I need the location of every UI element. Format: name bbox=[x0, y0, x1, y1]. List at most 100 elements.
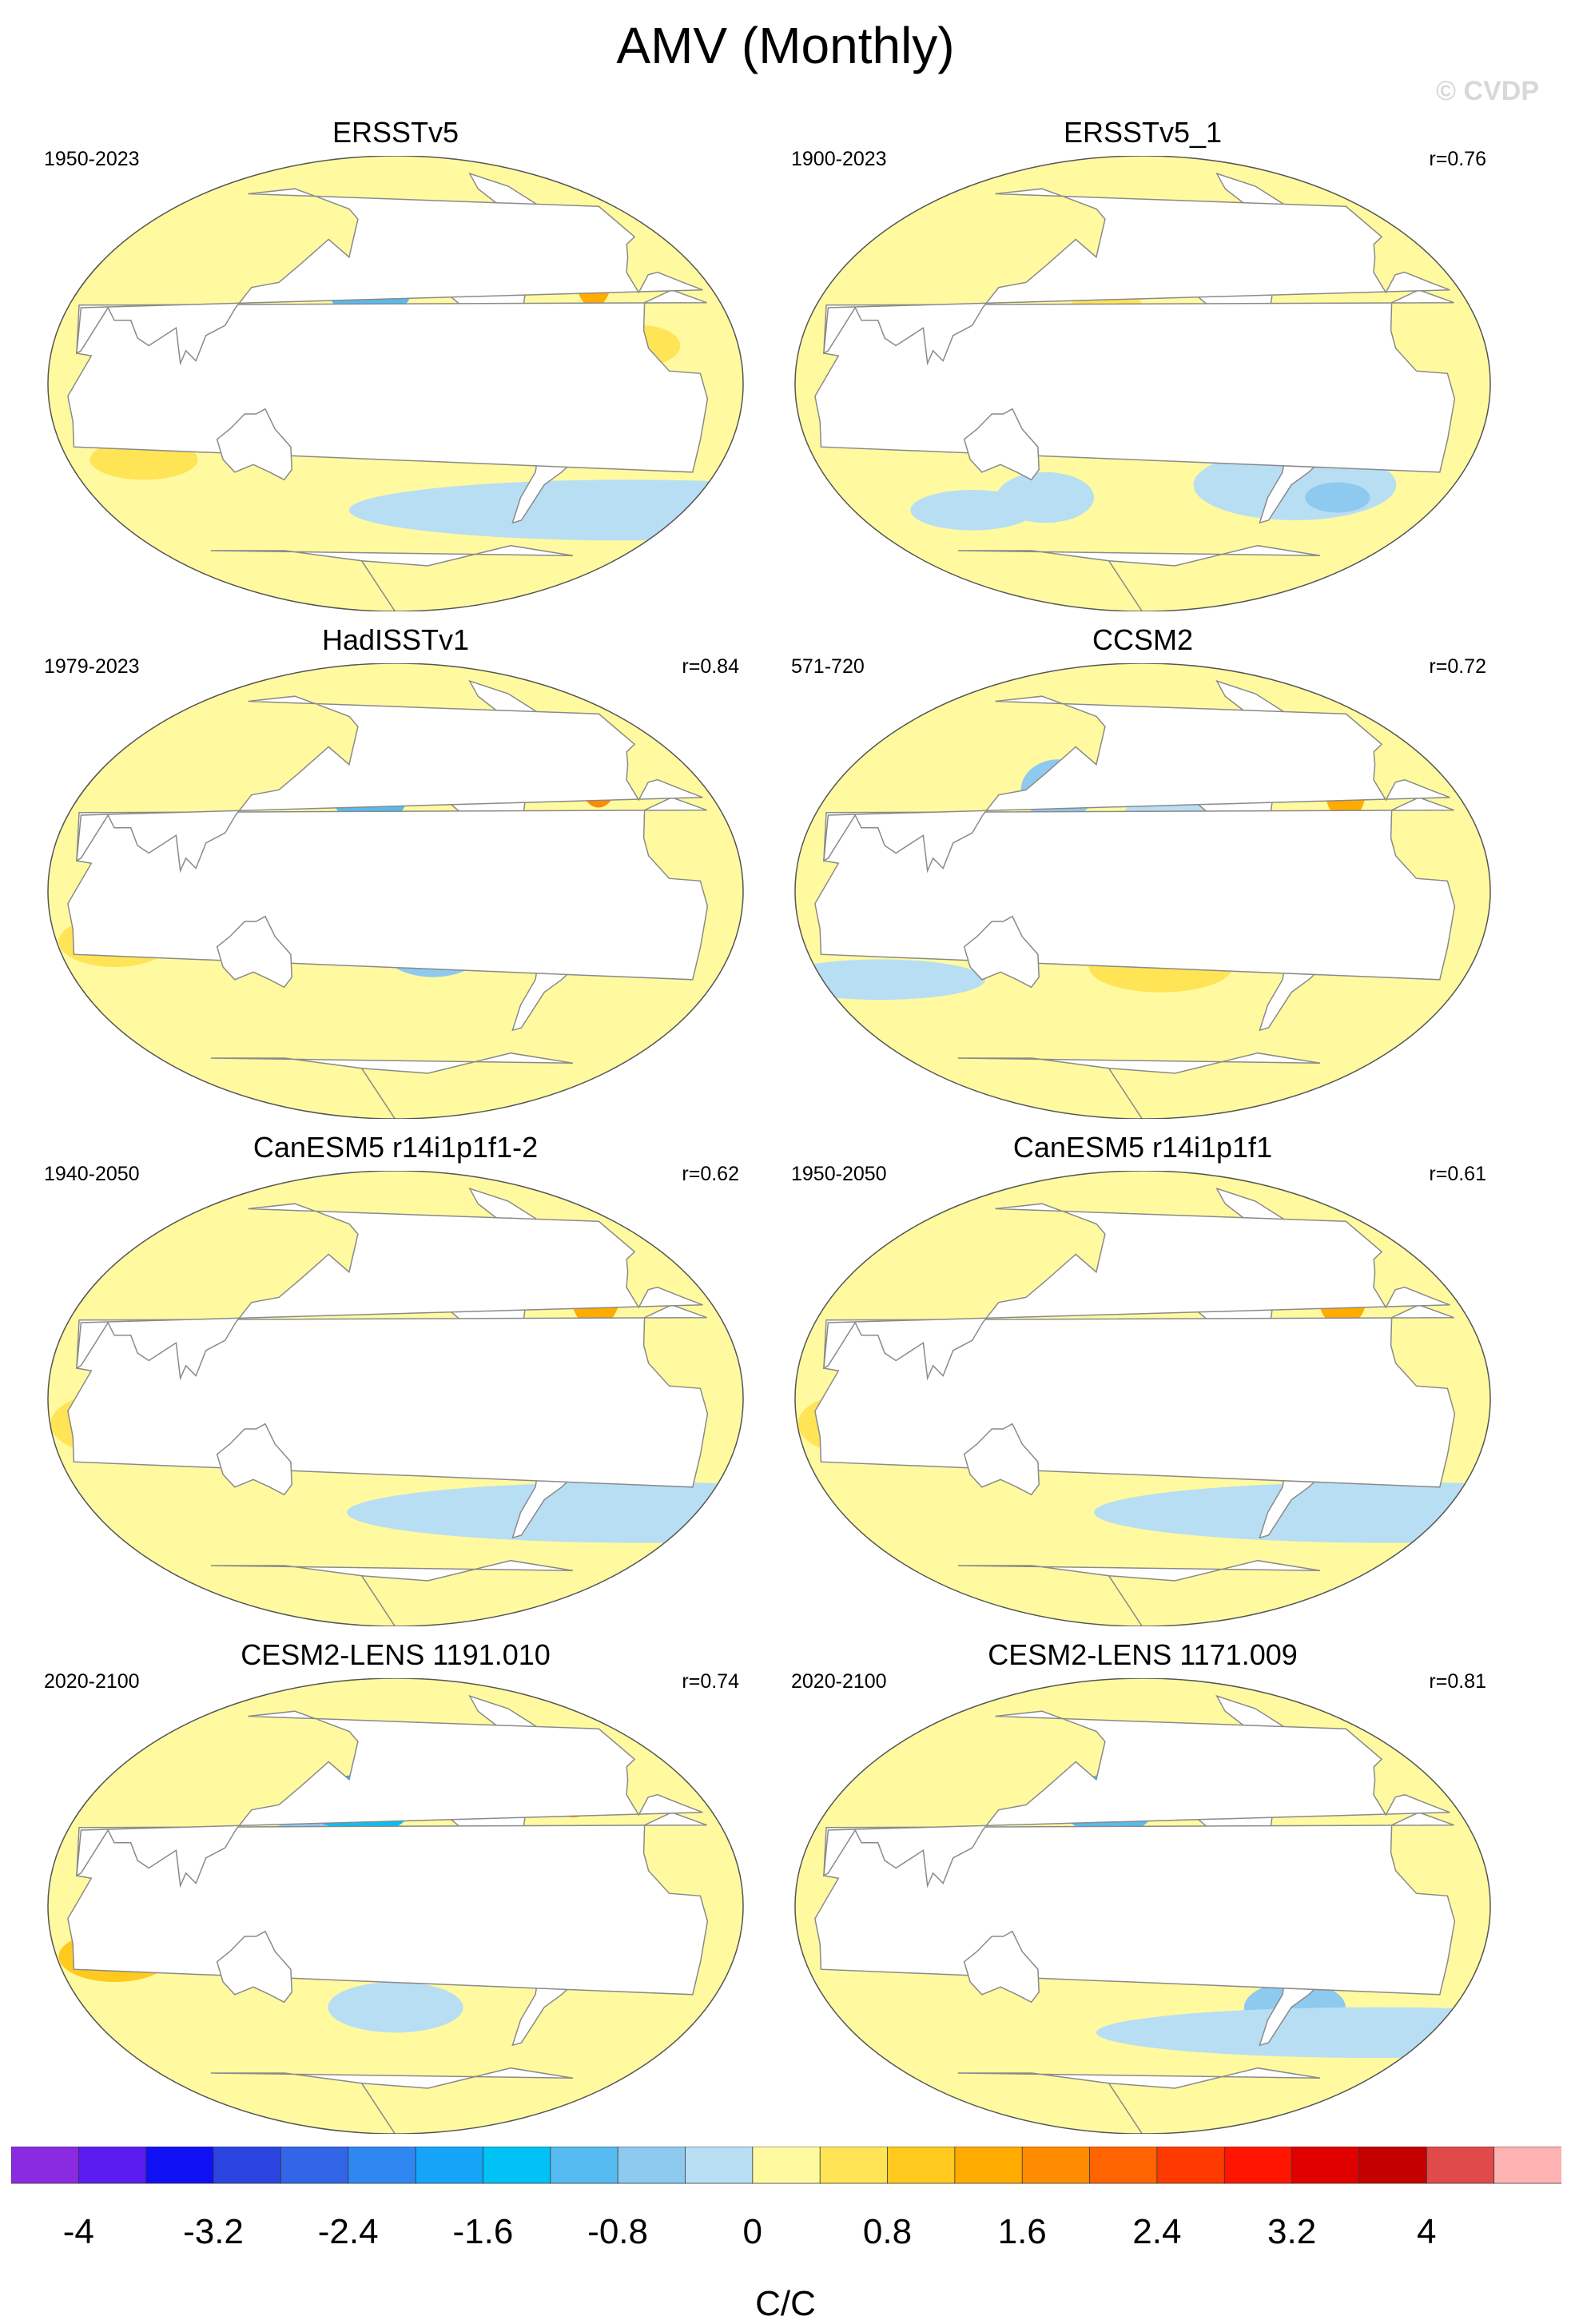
colorbar-segment-20 bbox=[1358, 2147, 1428, 2184]
map-panel-3: HadISSTv1 1979-2023 r=0.84 bbox=[44, 623, 747, 1119]
panel-title: ERSSTv5 bbox=[332, 116, 459, 149]
colorbar-segment-15 bbox=[1021, 2147, 1091, 2184]
globe-outline bbox=[47, 156, 744, 611]
sst-regression-map bbox=[47, 1171, 744, 1626]
colorbar-segment-11 bbox=[752, 2147, 821, 2184]
sst-regression-map bbox=[794, 1171, 1491, 1626]
panel-correlation: r=0.72 bbox=[1429, 655, 1486, 678]
sst-regression-map bbox=[47, 663, 744, 1119]
page-title: AMV (Monthly) bbox=[616, 17, 955, 74]
map-panel-7: CESM2-LENS 1191.010 2020-2100 r=0.74 bbox=[44, 1638, 747, 2134]
land-australia bbox=[963, 1930, 1040, 2004]
panel-period: 2020-2100 bbox=[791, 1670, 887, 1693]
colorbar-tick-label: 0.8 bbox=[862, 2212, 913, 2251]
globe-outline bbox=[47, 1678, 744, 2134]
colorbar-segment-21 bbox=[1426, 2147, 1495, 2184]
panel-title: CESM2-LENS 1171.009 bbox=[988, 1638, 1298, 1671]
colorbar bbox=[11, 2147, 1561, 2184]
sst-regression-map bbox=[47, 156, 744, 611]
sst-regression-map bbox=[794, 1678, 1491, 2134]
colorbar-tick-label: -0.8 bbox=[587, 2212, 649, 2251]
land-eurasia bbox=[823, 695, 1450, 873]
sst-anomaly-region-7 bbox=[348, 480, 743, 541]
colorbar-segment-0 bbox=[11, 2147, 80, 2184]
land-africa bbox=[67, 796, 709, 981]
map-panel-5: CanESM5 r14i1p1f1-2 1940-2050 r=0.62 bbox=[44, 1131, 747, 1626]
colorbar-segment-8 bbox=[550, 2147, 619, 2184]
map-panel-1: ERSSTv5 1950-2023 bbox=[44, 116, 747, 611]
sst-anomaly-region-6 bbox=[910, 490, 1035, 531]
panel-period: 1950-2050 bbox=[791, 1163, 887, 1185]
land-antarctica bbox=[210, 1052, 574, 1119]
land-africa bbox=[67, 289, 709, 473]
land-antarctica bbox=[210, 544, 574, 611]
panel-correlation: r=0.81 bbox=[1429, 1670, 1486, 1693]
land-africa bbox=[67, 1303, 709, 1488]
globe-outline bbox=[794, 1678, 1491, 2134]
colorbar-segment-17 bbox=[1156, 2147, 1226, 2184]
sst-regression-map bbox=[794, 663, 1491, 1119]
sst-anomaly-region-8 bbox=[328, 1982, 463, 2033]
panel-title: HadISSTv1 bbox=[321, 623, 470, 656]
sst-regression-map bbox=[47, 1678, 744, 2134]
colorbar-segment-13 bbox=[887, 2147, 956, 2184]
land-africa bbox=[814, 796, 1456, 981]
panel-period: 1940-2050 bbox=[44, 1163, 140, 1185]
colorbar-segment-7 bbox=[483, 2147, 551, 2184]
land-eurasia bbox=[76, 1203, 703, 1381]
colorbar-tick-label: 3.2 bbox=[1267, 2212, 1317, 2251]
sst-regression-map bbox=[794, 156, 1491, 611]
map-panel-8: CESM2-LENS 1171.009 2020-2100 r=0.81 bbox=[791, 1638, 1494, 2134]
panel-title: CanESM5 r14i1p1f1 bbox=[1012, 1131, 1273, 1164]
colorbar-unit-label: C/C bbox=[755, 2284, 816, 2323]
panel-title: CanESM5 r14i1p1f1-2 bbox=[253, 1131, 539, 1164]
panel-period: 1979-2023 bbox=[44, 655, 140, 678]
colorbar-segment-16 bbox=[1089, 2147, 1158, 2184]
panel-period: 1900-2023 bbox=[791, 148, 887, 170]
colorbar-segment-18 bbox=[1223, 2147, 1293, 2184]
colorbar-segment-1 bbox=[78, 2147, 147, 2184]
panel-correlation: r=0.76 bbox=[1429, 148, 1486, 170]
land-antarctica bbox=[957, 1052, 1321, 1119]
land-antarctica bbox=[210, 1559, 574, 1626]
sst-anomaly-region-4 bbox=[1305, 482, 1370, 513]
globe-outline bbox=[794, 156, 1491, 611]
colorbar-tick-label: -4 bbox=[62, 2212, 94, 2251]
land-africa bbox=[814, 1303, 1456, 1488]
land-eurasia bbox=[823, 1203, 1450, 1381]
globe-outline bbox=[47, 663, 744, 1119]
colorbar-segment-10 bbox=[685, 2147, 754, 2184]
colorbar-tick-label: -2.4 bbox=[317, 2212, 379, 2251]
panel-period: 571-720 bbox=[791, 655, 865, 678]
land-eurasia bbox=[76, 188, 703, 366]
land-australia bbox=[963, 915, 1040, 989]
land-australia bbox=[216, 1930, 292, 2004]
panel-period: 2020-2100 bbox=[44, 1670, 140, 1693]
globe-outline bbox=[794, 1171, 1491, 1626]
colorbar-segment-3 bbox=[213, 2147, 282, 2184]
land-australia bbox=[216, 1423, 292, 1496]
colorbar-segment-6 bbox=[415, 2147, 484, 2184]
land-eurasia bbox=[76, 695, 703, 873]
land-africa bbox=[67, 1811, 709, 1996]
colorbar-segment-4 bbox=[280, 2147, 349, 2184]
panel-correlation: r=0.84 bbox=[682, 655, 739, 678]
colorbar-segment-22 bbox=[1493, 2147, 1561, 2184]
panel-period: 1950-2023 bbox=[44, 148, 140, 170]
colorbar-tick-label: 4 bbox=[1417, 2212, 1437, 2251]
map-panel-6: CanESM5 r14i1p1f1 1950-2050 r=0.61 bbox=[791, 1131, 1494, 1626]
sst-anomaly-region-3 bbox=[1094, 1482, 1490, 1543]
panel-title: CESM2-LENS 1191.010 bbox=[241, 1638, 551, 1671]
colorbar-tick-label: -3.2 bbox=[183, 2212, 244, 2251]
land-australia bbox=[216, 408, 292, 481]
land-antarctica bbox=[957, 544, 1321, 611]
colorbar-tick-label: 1.6 bbox=[997, 2212, 1047, 2251]
map-panel-4: CCSM2 571-720 r=0.72 bbox=[791, 623, 1494, 1119]
sst-anomaly-region-6 bbox=[1096, 2007, 1490, 2058]
panel-title: ERSSTv5_1 bbox=[1063, 116, 1223, 149]
panel-correlation: r=0.74 bbox=[682, 1670, 739, 1693]
land-africa bbox=[814, 289, 1456, 473]
colorbar-tick-label: -1.6 bbox=[452, 2212, 514, 2251]
land-antarctica bbox=[957, 2067, 1321, 2134]
colorbar-segment-12 bbox=[819, 2147, 889, 2184]
